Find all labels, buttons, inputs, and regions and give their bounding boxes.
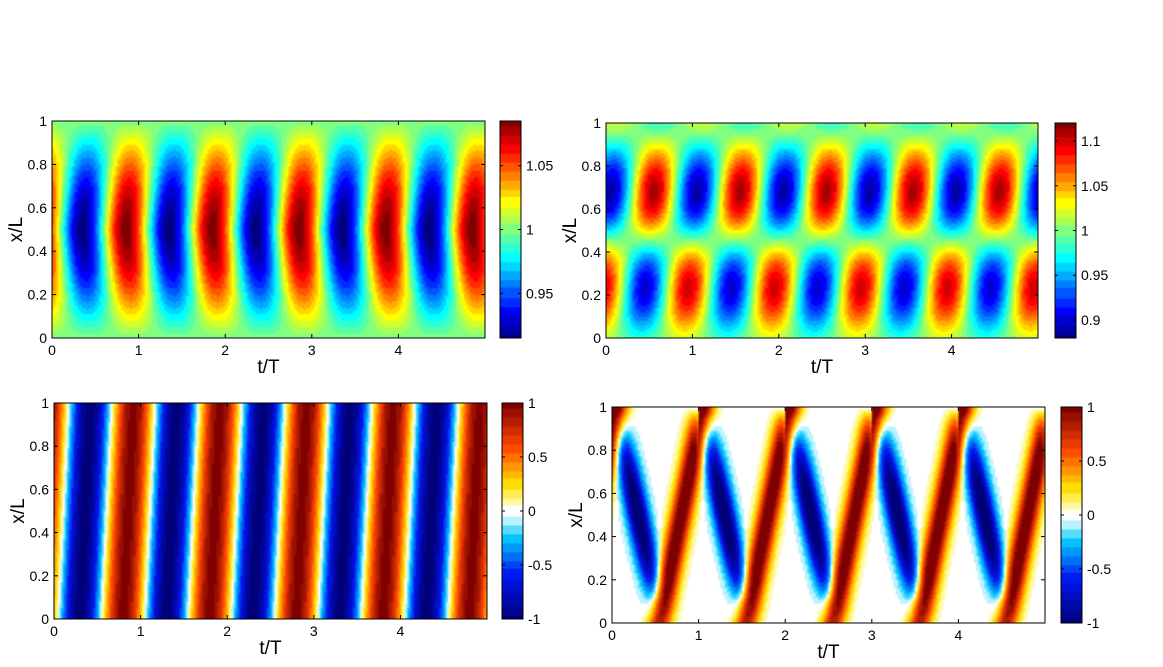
x-tick-label: 0 — [608, 627, 616, 643]
x-axis-label: t/T — [811, 357, 834, 378]
colorbar-tick-label: 1 — [528, 395, 536, 411]
y-tick-label: 0.2 — [30, 568, 50, 584]
colorbar-tick-label: 1 — [526, 222, 534, 238]
x-tick-label: 2 — [775, 342, 783, 358]
y-tick-label: 1 — [39, 113, 47, 129]
colorbar-tick-label: 0.9 — [1081, 312, 1101, 328]
x-tick-label: 3 — [308, 342, 316, 358]
colorbar-tick-label: 0.95 — [1081, 267, 1108, 283]
y-tick-label: 0.4 — [588, 529, 608, 545]
x-tick-label: 2 — [223, 623, 231, 639]
colorbar-tick-label: 1 — [1087, 399, 1095, 415]
colorbar-2 — [1055, 123, 1076, 338]
axes-frame — [605, 122, 1039, 339]
y-tick-label: 0.2 — [28, 287, 48, 303]
y-tick-label: 0.2 — [588, 572, 608, 588]
x-tick-label: 2 — [781, 627, 789, 643]
y-tick-label: 0 — [41, 611, 49, 627]
x-tick-label: 4 — [948, 342, 956, 358]
x-tick-label: 0 — [50, 623, 58, 639]
colorbar-tick-label: -1 — [528, 611, 541, 627]
y-tick-label: 1 — [599, 399, 607, 415]
y-tick-label: 0 — [599, 615, 607, 631]
x-tick-label: 1 — [695, 627, 703, 643]
y-tick-label: 1 — [593, 115, 601, 131]
x-tick-label: 2 — [221, 342, 229, 358]
heatmap-panel-3: 0 1 2 3 4 0 0.2 0.4 0.6 0.8 1 t/T x/L -1 -0.5 0 0.5 1 — [8, 395, 552, 659]
y-tick-label: 0.6 — [588, 485, 608, 501]
colorbar-tick-label: -0.5 — [528, 557, 552, 573]
y-tick-label: 0 — [593, 330, 601, 346]
x-tick-label: 0 — [602, 342, 610, 358]
axes-frame — [53, 402, 488, 620]
y-tick-label: 0.6 — [582, 201, 602, 217]
heatmap-image-1 — [52, 121, 485, 338]
heatmap-panel-1: 0 1 2 3 4 0 0.2 0.4 0.6 0.8 1 t/T x/L 0.95 1 1.05 — [6, 113, 553, 378]
y-tick-label: 1 — [41, 395, 49, 411]
x-tick-label: 3 — [868, 627, 876, 643]
heatmap-panel-4: 0 1 2 3 4 0 0.2 0.4 0.6 0.8 1 t/T x/L -1 -0.5 0 0.5 1 — [566, 399, 1111, 663]
y-tick-label: 0.4 — [28, 243, 48, 259]
heatmap-image-4 — [612, 407, 1045, 623]
y-tick-label: 0 — [39, 330, 47, 346]
x-axis-label: t/T — [259, 638, 282, 659]
y-axis-label: x/L — [560, 218, 581, 243]
colorbar-tick-label: 0.5 — [528, 449, 548, 465]
y-axis-label: x/L — [8, 498, 29, 523]
heatmap-panel-2: 0 1 2 3 4 0 0.2 0.4 0.6 0.8 1 t/T x/L 0.9 0.95 1 1.05 1.1 — [560, 115, 1108, 378]
colorbar-3 — [502, 403, 523, 619]
colorbar-tick-label: 0 — [1087, 507, 1095, 523]
colorbar-1 — [500, 121, 521, 338]
x-tick-label: 4 — [395, 342, 403, 358]
colorbar-tick-label: -1 — [1087, 615, 1100, 631]
y-tick-label: 0.8 — [588, 442, 608, 458]
colorbar-tick-label: 0 — [528, 503, 536, 519]
x-tick-label: 4 — [955, 627, 963, 643]
colorbar-tick-label: -0.5 — [1087, 561, 1111, 577]
heatmap-image-3 — [54, 403, 487, 619]
colorbar-4 — [1061, 407, 1082, 623]
y-tick-label: 0.8 — [30, 438, 50, 454]
axes-frame — [611, 406, 1046, 624]
colorbar-tick-label: 1 — [1081, 223, 1089, 239]
y-axis-label: x/L — [566, 502, 587, 527]
x-tick-label: 4 — [397, 623, 405, 639]
x-axis-label: t/T — [257, 357, 280, 378]
y-tick-label: 0.4 — [582, 244, 602, 260]
colorbar-tick-label: 0.5 — [1087, 453, 1107, 469]
colorbar-tick-label: 1.05 — [1081, 178, 1108, 194]
y-tick-label: 0.4 — [30, 525, 50, 541]
colorbar-tick-label: 1.05 — [526, 158, 553, 174]
x-tick-label: 3 — [310, 623, 318, 639]
y-tick-label: 0.8 — [28, 156, 48, 172]
colorbar-tick-label: 1.1 — [1081, 133, 1101, 149]
y-tick-label: 0.6 — [28, 200, 48, 216]
y-tick-label: 0.6 — [30, 481, 50, 497]
y-axis-label: x/L — [6, 217, 27, 242]
colorbar-tick-label: 0.95 — [526, 285, 553, 301]
heatmap-image-2 — [606, 123, 1038, 338]
x-tick-label: 1 — [137, 623, 145, 639]
axes-frame — [51, 120, 486, 339]
x-tick-label: 1 — [689, 342, 697, 358]
y-tick-label: 0.8 — [582, 158, 602, 174]
x-tick-label: 1 — [135, 342, 143, 358]
x-tick-label: 3 — [861, 342, 869, 358]
x-tick-label: 0 — [48, 342, 56, 358]
x-axis-label: t/T — [817, 642, 840, 663]
y-tick-label: 0.2 — [582, 287, 602, 303]
